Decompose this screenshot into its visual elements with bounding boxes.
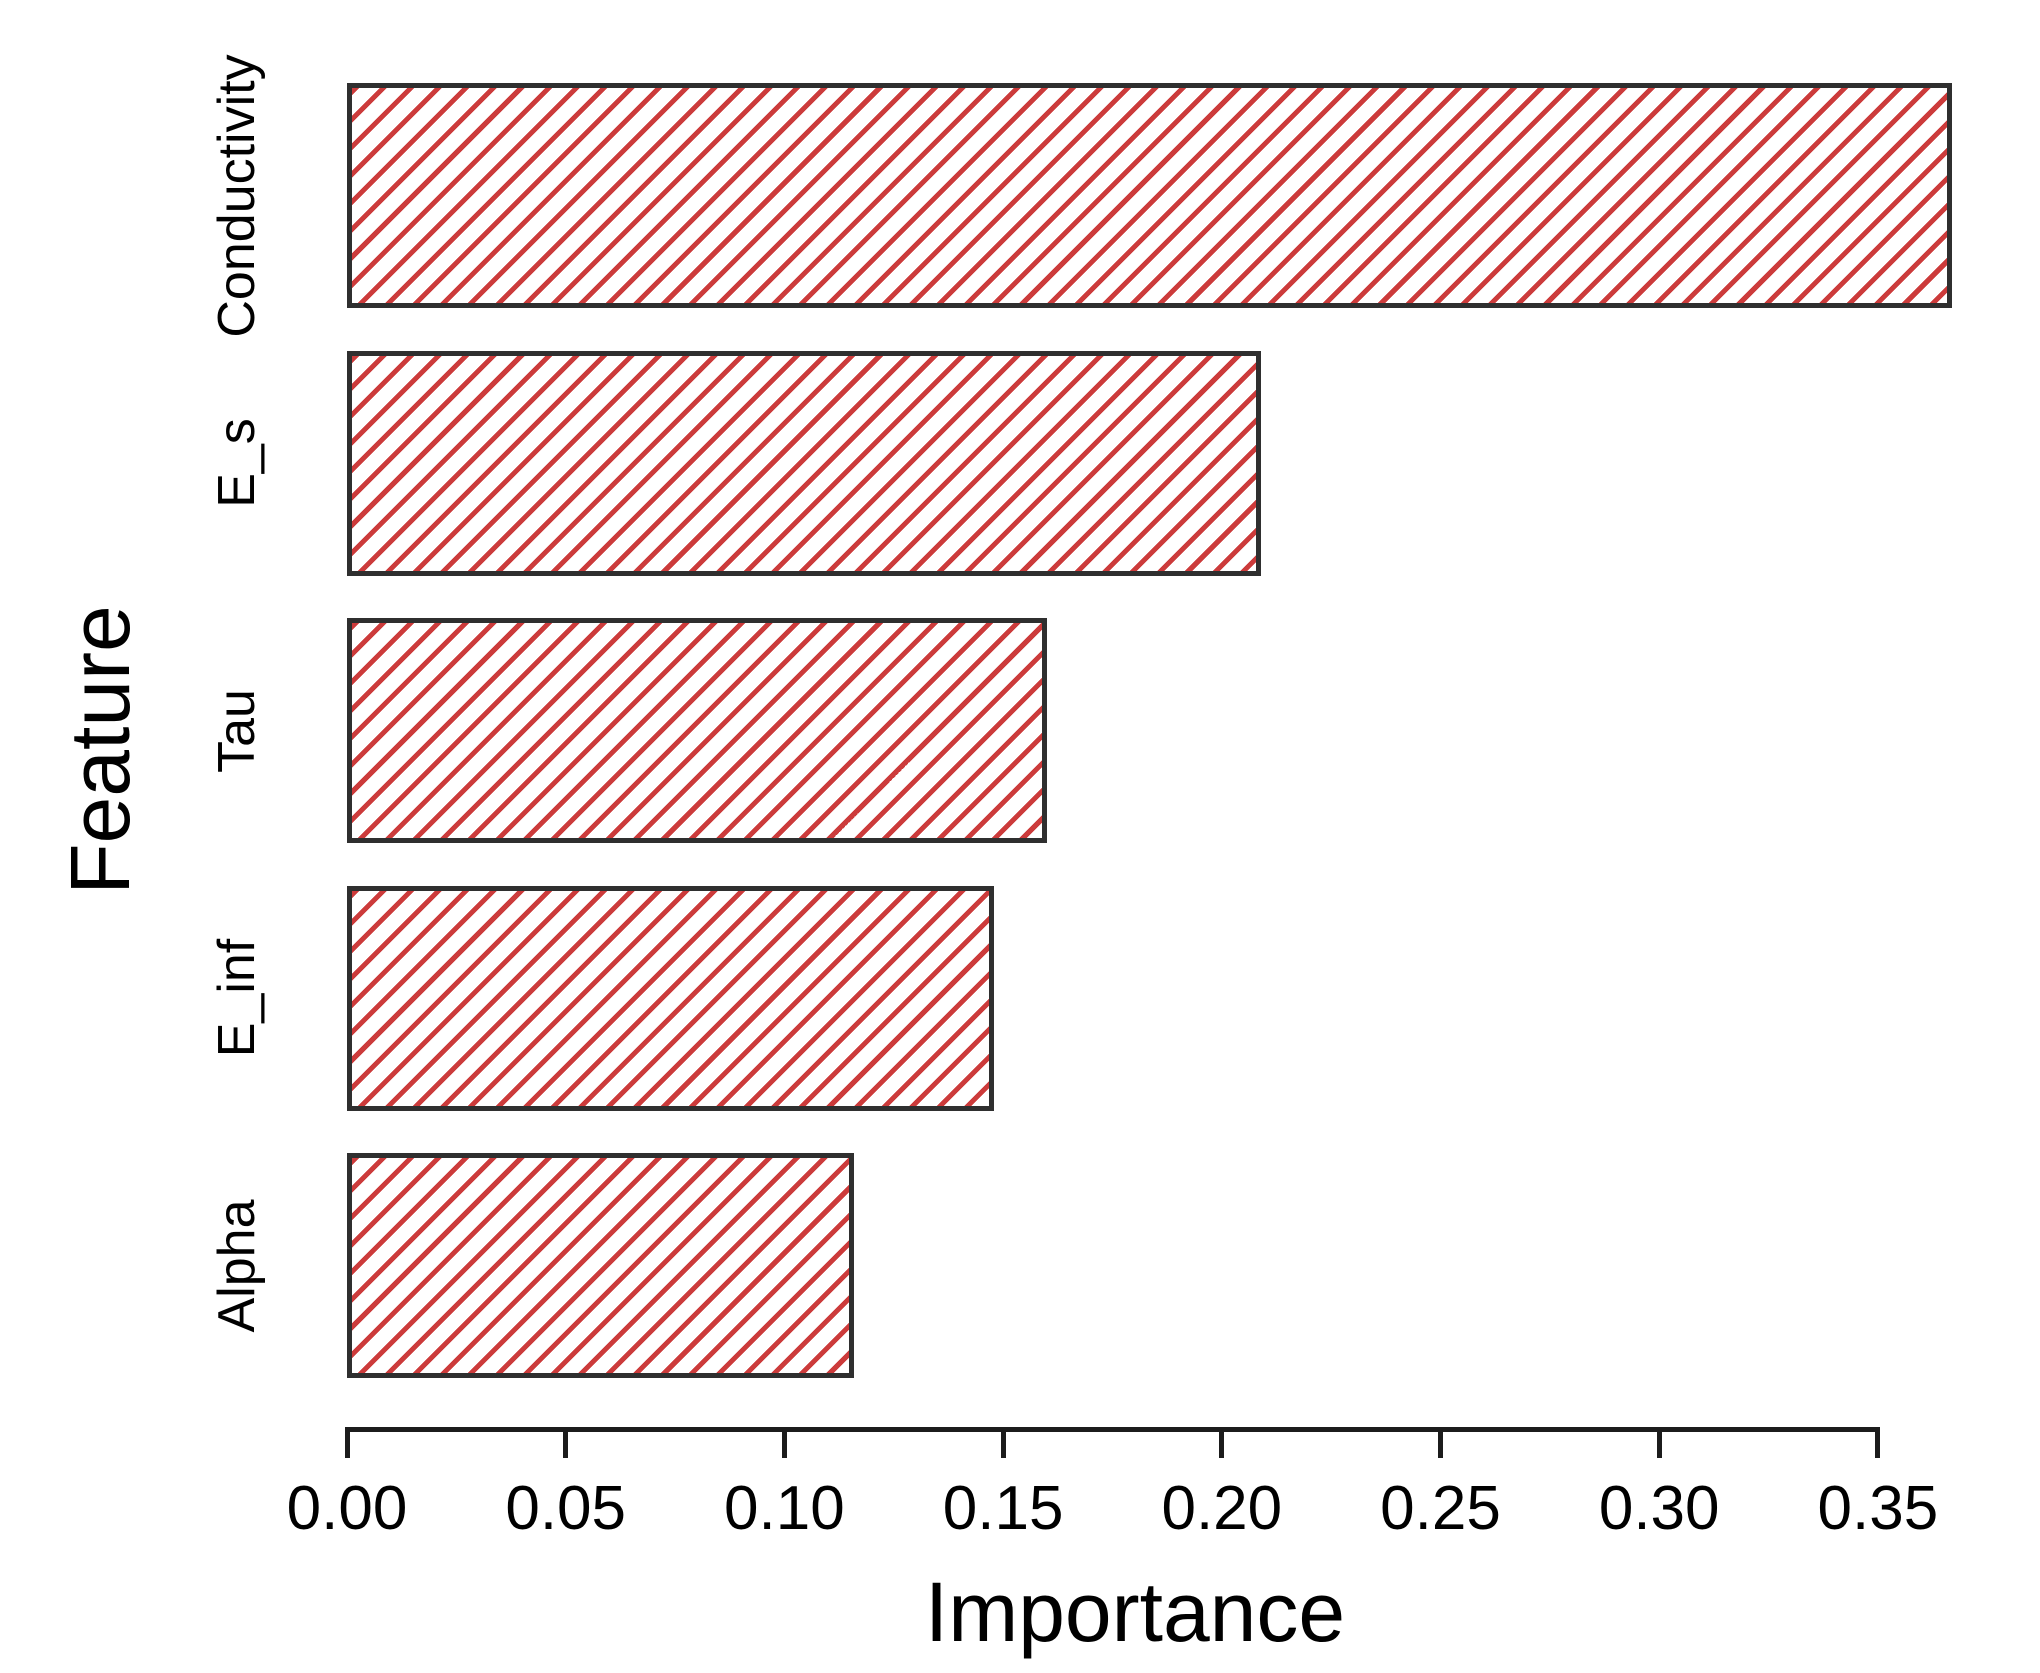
- category-label-e-inf: E_inf: [208, 938, 266, 1058]
- x-axis-tick-label: 0.35: [1817, 1474, 1939, 1543]
- x-axis-tick: [1219, 1427, 1225, 1458]
- x-axis-tick: [344, 1427, 350, 1458]
- x-axis-tick: [1438, 1427, 1443, 1458]
- bar-alpha: [347, 1153, 854, 1378]
- category-label-e-s: E_s: [208, 418, 266, 508]
- bar-e-inf: [347, 885, 994, 1111]
- category-label-tau: Tau: [208, 688, 266, 773]
- x-axis-tick-label: 0.10: [724, 1474, 845, 1543]
- bar-conductivity: [347, 83, 1952, 308]
- x-axis-tick: [1656, 1427, 1662, 1458]
- x-axis-tick-label: 0.25: [1380, 1474, 1501, 1543]
- category-label-conductivity: Conductivity: [208, 53, 266, 338]
- x-axis-tick-label: 0.30: [1598, 1474, 1720, 1543]
- x-axis-tick-label: 0.00: [286, 1474, 408, 1543]
- x-axis-tick-label: 0.20: [1161, 1474, 1283, 1543]
- x-axis-tick: [1000, 1427, 1006, 1458]
- x-axis-tick: [1875, 1427, 1881, 1458]
- y-axis-title: Feature: [53, 605, 147, 895]
- bar-tau: [347, 618, 1047, 843]
- category-label-alpha: Alpha: [208, 1199, 266, 1332]
- x-axis-tick: [563, 1427, 569, 1458]
- x-axis-tick-label: 0.15: [942, 1474, 1064, 1543]
- x-axis-title: Importance: [924, 1565, 1346, 1659]
- x-axis-tick: [781, 1427, 787, 1458]
- bar-e-s: [347, 350, 1261, 576]
- x-axis-line: [344, 1427, 1881, 1432]
- x-axis-tick-label: 0.05: [505, 1474, 627, 1543]
